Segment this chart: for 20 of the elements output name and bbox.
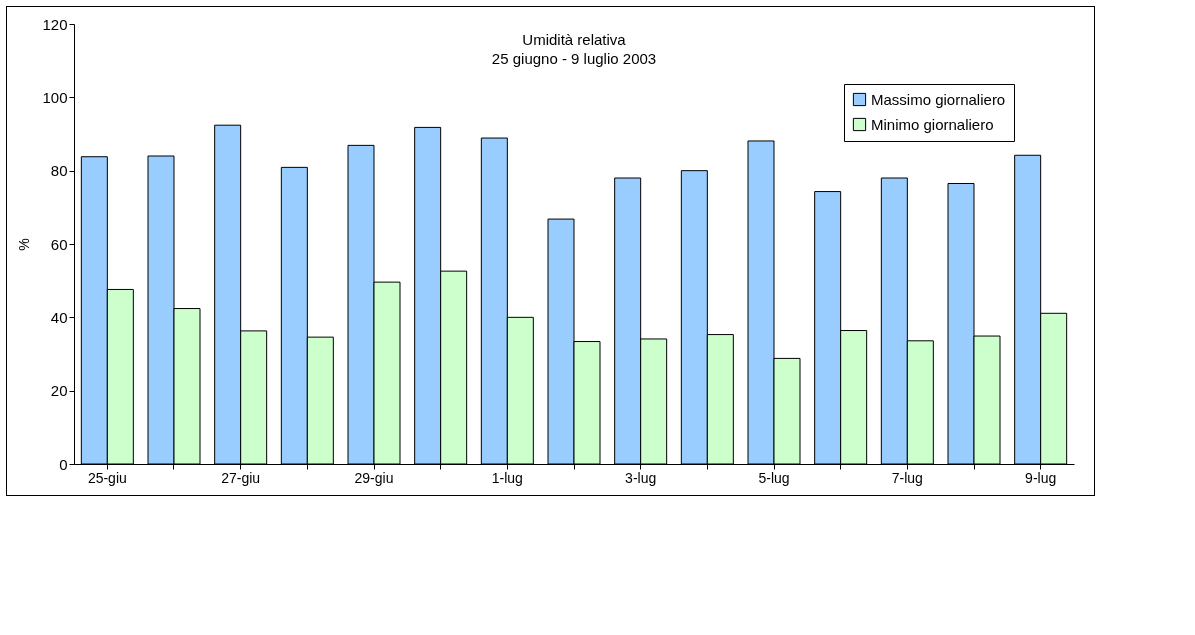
y-tick-label: 20: [50, 382, 68, 400]
legend-label: Minimo giornaliero: [871, 115, 994, 133]
text: 25 giugno - 9 luglio 2003: [491, 50, 657, 67]
y-tick-label: 120: [42, 15, 68, 33]
y-tick-label: 0: [59, 455, 68, 473]
x-tick-label: 7-lug: [891, 469, 923, 486]
x-tick-label: 9-lug: [1025, 469, 1057, 486]
y-tick-label: 80: [50, 162, 68, 180]
text: Umidità relativa: [522, 31, 627, 48]
x-tick-label: 5-lug: [758, 469, 790, 486]
y-tick-label: 100: [42, 88, 68, 106]
y-tick-label: 60: [50, 235, 68, 253]
x-tick-label: 1-lug: [491, 469, 523, 486]
x-tick-label: 25-giu: [87, 469, 127, 486]
y-tick-label: 40: [50, 308, 68, 326]
y-axis-title: %: [16, 238, 33, 251]
x-tick-label: 29-giu: [354, 469, 394, 486]
legend-label: Massimo giornaliero: [871, 90, 1006, 108]
x-tick-label: 3-lug: [625, 469, 657, 486]
x-tick-label: 27-giu: [221, 469, 261, 486]
